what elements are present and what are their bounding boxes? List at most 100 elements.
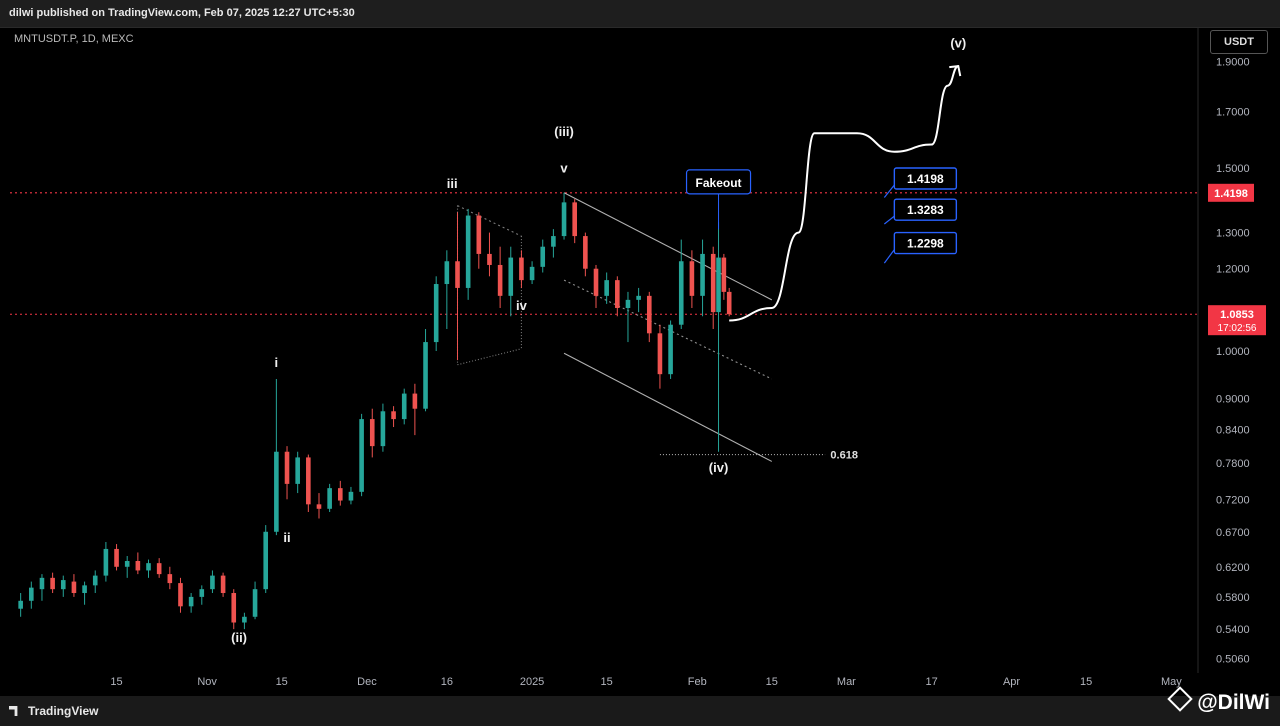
- x-tick-label: Mar: [837, 676, 856, 688]
- footer-bar: TradingView: [0, 696, 1280, 726]
- candle-body[interactable]: [487, 253, 492, 265]
- candle-body[interactable]: [710, 253, 716, 313]
- candle-body[interactable]: [18, 600, 23, 609]
- candle-body[interactable]: [646, 295, 652, 334]
- tradingview-logo-text: TradingView: [28, 704, 99, 718]
- candle-body[interactable]: [551, 236, 556, 247]
- candle-body[interactable]: [50, 577, 55, 590]
- candle-body[interactable]: [71, 581, 77, 594]
- candle-body[interactable]: [678, 261, 684, 325]
- candle-body[interactable]: [60, 580, 66, 590]
- wave-label: v: [560, 161, 568, 176]
- candle-body[interactable]: [156, 563, 162, 575]
- x-tick-label: 2025: [520, 676, 544, 688]
- candle-body[interactable]: [657, 333, 663, 375]
- candle-body[interactable]: [29, 587, 34, 601]
- candle-body[interactable]: [359, 419, 364, 492]
- candle-body[interactable]: [210, 575, 215, 590]
- candle-body[interactable]: [721, 257, 727, 292]
- candle-body[interactable]: [636, 295, 641, 300]
- candle-body[interactable]: [561, 202, 567, 237]
- tradingview-logo[interactable]: TradingView: [9, 704, 98, 718]
- candle-body[interactable]: [220, 575, 226, 594]
- x-tick-label: 15: [1080, 676, 1092, 688]
- level-price-label: 1.4198: [1214, 188, 1248, 200]
- candle-body[interactable]: [39, 577, 45, 590]
- candle-body[interactable]: [423, 342, 428, 409]
- candle-body[interactable]: [615, 280, 620, 308]
- y-tick-label: 0.6200: [1216, 562, 1250, 574]
- candle-body[interactable]: [433, 284, 439, 343]
- fakeout-label: Fakeout: [696, 176, 742, 190]
- candle-body[interactable]: [327, 488, 332, 509]
- current-price-label: 1.0853: [1220, 309, 1254, 321]
- candle-body[interactable]: [380, 411, 386, 447]
- x-tick-label: 15: [766, 676, 778, 688]
- candle-body[interactable]: [412, 393, 418, 409]
- candle-body[interactable]: [529, 266, 535, 281]
- candle-body[interactable]: [188, 596, 194, 607]
- price-chart[interactable]: 1.9000 1.7000 1.5000 1.3000 1.2000 1.0000 0.90…: [0, 27, 1280, 696]
- target-label: 1.4198: [907, 172, 944, 186]
- y-tick-label: 0.8400: [1216, 425, 1250, 437]
- candle-body[interactable]: [465, 215, 471, 288]
- candle-body[interactable]: [508, 257, 514, 296]
- candle-body[interactable]: [348, 491, 354, 501]
- candle-body[interactable]: [726, 291, 732, 315]
- candle-body[interactable]: [178, 583, 183, 607]
- candle-body[interactable]: [583, 236, 588, 269]
- x-tick-label: 15: [276, 676, 288, 688]
- target-box: [893, 167, 958, 190]
- candle-body[interactable]: [242, 616, 247, 623]
- candle-body[interactable]: [135, 560, 141, 571]
- candle-body[interactable]: [337, 488, 343, 501]
- candle-body[interactable]: [92, 575, 98, 586]
- candle-body[interactable]: [199, 589, 205, 597]
- projection-arrowhead: [949, 64, 962, 77]
- candle-body[interactable]: [167, 574, 173, 584]
- target-label: 1.2298: [907, 237, 944, 251]
- candle-body[interactable]: [497, 264, 503, 296]
- candle-body[interactable]: [668, 324, 673, 375]
- candle-body[interactable]: [572, 202, 577, 237]
- candle-body[interactable]: [391, 411, 396, 420]
- channel-mid-line: [563, 279, 773, 380]
- candle-body[interactable]: [114, 548, 119, 567]
- candle-body[interactable]: [284, 451, 290, 484]
- channel-upper-line: [563, 192, 773, 301]
- current-price-badge: [1208, 305, 1266, 336]
- candle-body[interactable]: [82, 585, 87, 594]
- candle-body[interactable]: [146, 563, 151, 571]
- x-tick-label: May: [1161, 676, 1182, 688]
- candle-body[interactable]: [263, 531, 269, 590]
- wave-label: ii: [283, 530, 290, 545]
- candle-body[interactable]: [540, 246, 546, 267]
- candle-body[interactable]: [295, 457, 300, 484]
- candle-body[interactable]: [476, 215, 482, 254]
- candle-body[interactable]: [455, 261, 460, 288]
- candle-body[interactable]: [316, 504, 322, 509]
- candle-body[interactable]: [700, 253, 705, 296]
- candle-body[interactable]: [274, 451, 279, 532]
- y-tick-label: 0.5800: [1216, 592, 1250, 604]
- y-tick-label: 1.5000: [1216, 163, 1250, 175]
- candle-body[interactable]: [689, 261, 695, 296]
- candle-body[interactable]: [401, 393, 407, 420]
- candle-body[interactable]: [103, 548, 109, 576]
- wave-label: (v): [950, 35, 966, 50]
- candle-body[interactable]: [625, 299, 631, 308]
- candle-body[interactable]: [124, 560, 130, 567]
- candle-body[interactable]: [369, 419, 375, 447]
- candle-body[interactable]: [604, 280, 609, 296]
- candle-body[interactable]: [444, 261, 450, 285]
- currency-button[interactable]: USDT: [1210, 30, 1268, 54]
- candle-body[interactable]: [519, 257, 524, 281]
- binance-icon: [1167, 686, 1193, 712]
- candle-body[interactable]: [306, 457, 311, 505]
- y-tick-label: 1.0000: [1216, 346, 1250, 358]
- candle-body[interactable]: [252, 589, 258, 617]
- candle-body[interactable]: [593, 268, 599, 296]
- y-tick-label: 1.9000: [1216, 56, 1250, 68]
- candle-body[interactable]: [716, 257, 721, 313]
- candle-body[interactable]: [231, 593, 237, 623]
